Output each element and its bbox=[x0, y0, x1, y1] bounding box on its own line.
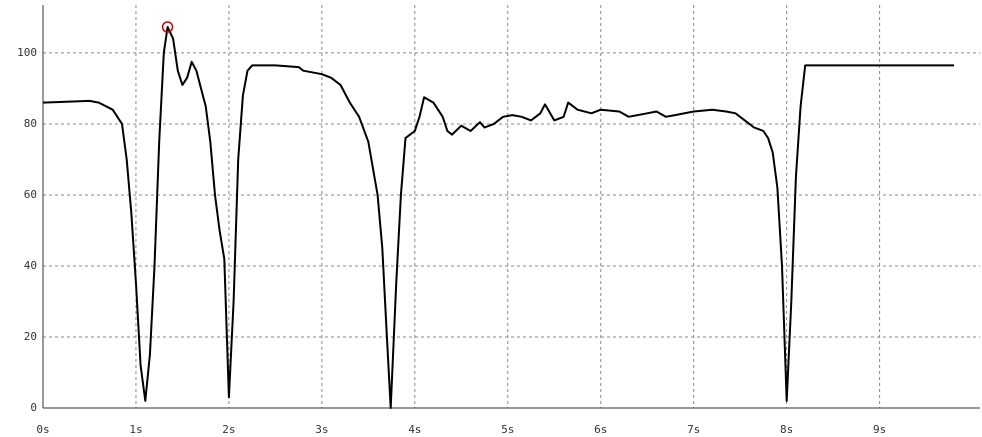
x-tick-label: 6s bbox=[594, 423, 607, 436]
x-tick-label: 9s bbox=[873, 423, 886, 436]
x-tick-label: 5s bbox=[501, 423, 514, 436]
x-tick-label: 0s bbox=[36, 423, 49, 436]
y-tick-label: 80 bbox=[24, 117, 37, 130]
line bbox=[42, 26, 954, 409]
x-tick-label: 8s bbox=[780, 423, 793, 436]
y-tick-label: 100 bbox=[17, 46, 37, 59]
x-tick-label: 3s bbox=[315, 423, 328, 436]
y-tick-label: 20 bbox=[24, 330, 37, 343]
y-tick-label: 60 bbox=[24, 188, 37, 201]
x-tick-label: 2s bbox=[222, 423, 235, 436]
x-tick-label: 7s bbox=[687, 423, 700, 436]
x-tick-label: 1s bbox=[129, 423, 142, 436]
y-tick-label: 40 bbox=[24, 259, 37, 272]
y-tick-label: 0 bbox=[30, 401, 37, 414]
peak-marker bbox=[161, 21, 174, 33]
x-tick-label: 4s bbox=[408, 423, 421, 436]
